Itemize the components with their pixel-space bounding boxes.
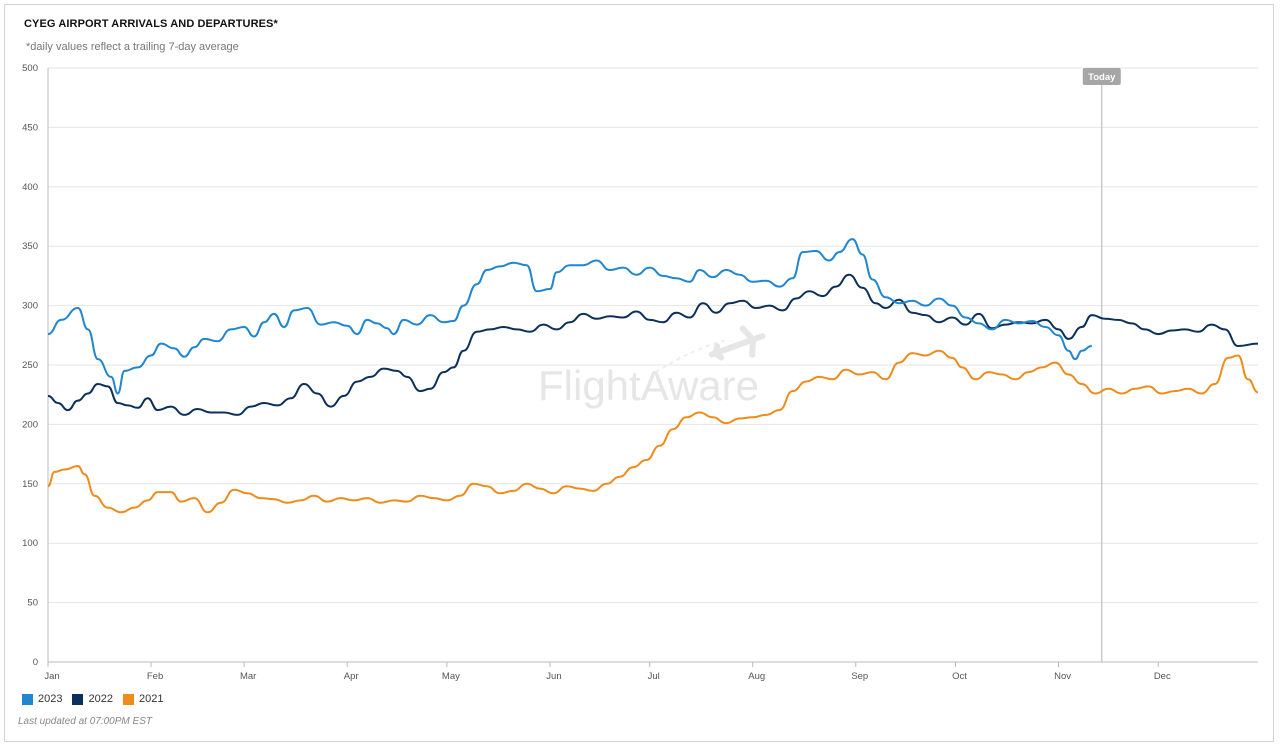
x-tick-label: Jan	[44, 671, 59, 682]
x-tick-label: Sep	[851, 671, 868, 682]
last-updated: Last updated at 07:00PM EST	[18, 716, 152, 727]
watermark: FlightAware	[538, 325, 766, 409]
legend-label: 2021	[138, 693, 164, 705]
today-label: Today	[1088, 72, 1116, 83]
x-tick-label: Feb	[147, 671, 163, 682]
today-badge: Today	[1082, 68, 1121, 85]
y-tick-label: 450	[22, 122, 38, 133]
legend-label: 2023	[38, 693, 63, 705]
legend-swatch	[22, 693, 33, 705]
x-tick-label: Aug	[748, 671, 765, 682]
legend-item-2023[interactable]: 2023	[22, 693, 62, 705]
x-tick-label: Oct	[952, 671, 967, 682]
legend-label: 2022	[88, 693, 113, 705]
x-tick-label: Nov	[1054, 671, 1071, 682]
y-tick-label: 50	[27, 598, 38, 609]
y-tick-label: 400	[22, 182, 38, 193]
grid-lines	[48, 67, 1258, 663]
y-tick-label: 350	[22, 241, 38, 252]
y-tick-label: 100	[22, 538, 38, 549]
chart-title: CYEG AIRPORT ARRIVALS AND DEPARTURES*	[24, 18, 278, 30]
legend-item-2021[interactable]: 2021	[122, 693, 164, 705]
series-line-2022	[47, 273, 1259, 416]
y-tick-label: 150	[22, 479, 38, 490]
legend-item-2022[interactable]: 2022	[72, 693, 113, 705]
x-tick-label: Mar	[240, 671, 256, 682]
y-tick-label: 500	[22, 63, 38, 74]
x-tick-label: May	[442, 671, 460, 682]
today-marker: Today	[1082, 68, 1121, 662]
y-axis: 0 50 100 150 200 250 300 350 400 450 500	[22, 63, 49, 668]
y-tick-label: 300	[22, 301, 38, 312]
watermark-text: FlightAware	[538, 362, 759, 409]
y-tick-label: 250	[22, 360, 38, 371]
series-lines	[47, 238, 1259, 514]
y-tick-label: 0	[33, 657, 38, 668]
x-tick-label: Jun	[546, 671, 561, 682]
legend-swatch	[72, 693, 84, 705]
airplane-icon	[708, 325, 766, 361]
chart-subtitle: *daily values reflect a trailing 7-day a…	[26, 41, 239, 53]
legend-swatch	[122, 693, 134, 705]
x-tick-label: Dec	[1154, 671, 1171, 682]
series-line-2023	[47, 238, 1092, 395]
x-axis: Jan Feb Mar Apr May Jun Jul Aug Sep Oct Nov Dec	[44, 662, 1171, 682]
legend: 2023 2022 2021	[22, 693, 163, 705]
y-tick-label: 200	[22, 419, 38, 430]
x-tick-label: Jul	[648, 671, 660, 682]
x-tick-label: Apr	[344, 671, 359, 682]
series-line-2021	[47, 349, 1259, 514]
